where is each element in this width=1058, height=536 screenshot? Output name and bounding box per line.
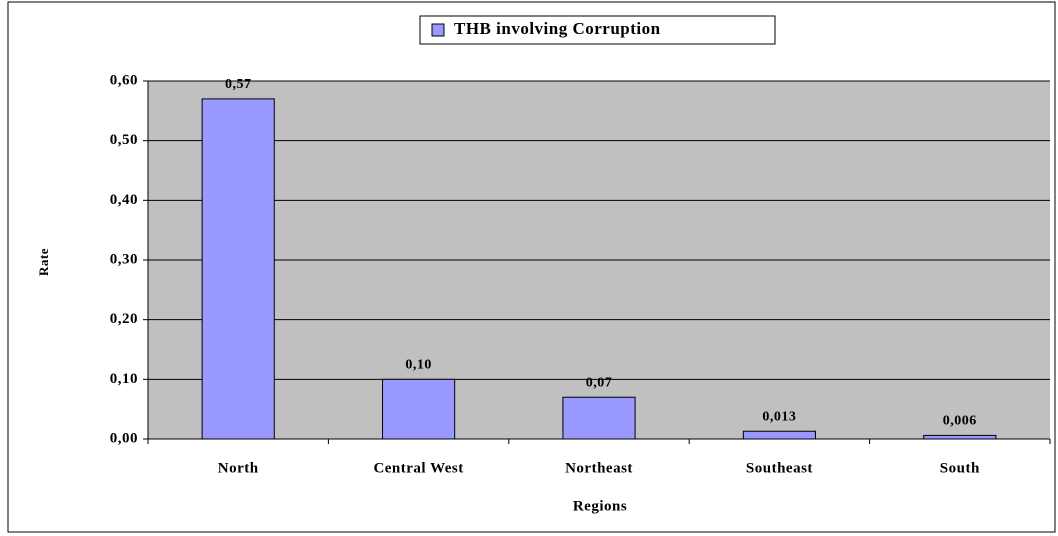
y-axis-label: Rate [36,248,51,276]
legend-box [419,15,776,45]
bar [562,396,636,440]
x-tick-label: Central West [373,460,463,476]
y-tick-label: 0,40 [110,192,138,208]
bar [201,98,275,440]
bar [923,434,997,440]
x-tick-label: Northeast [565,460,633,476]
x-tick-label: North [218,460,259,476]
legend-label: THB involving Corruption [454,19,661,38]
y-tick-label: 0,20 [110,311,138,327]
x-axis-label: Regions [573,498,627,514]
bar [382,378,456,440]
data-label: 0,07 [586,375,613,390]
x-tick-label: South [940,460,980,476]
bar [742,430,816,440]
y-tick-label: 0,00 [110,430,138,446]
y-tick-label: 0,60 [110,72,138,88]
x-tick-label: Southeast [746,460,813,476]
y-tick-label: 0,30 [110,251,138,267]
data-label: 0,10 [405,358,432,373]
legend-swatch [431,23,445,37]
y-tick-label: 0,50 [110,132,138,148]
data-label: 0,57 [225,77,252,92]
data-label: 0,013 [762,409,796,424]
y-tick-label: 0,10 [110,371,138,387]
data-label: 0,006 [943,414,977,429]
